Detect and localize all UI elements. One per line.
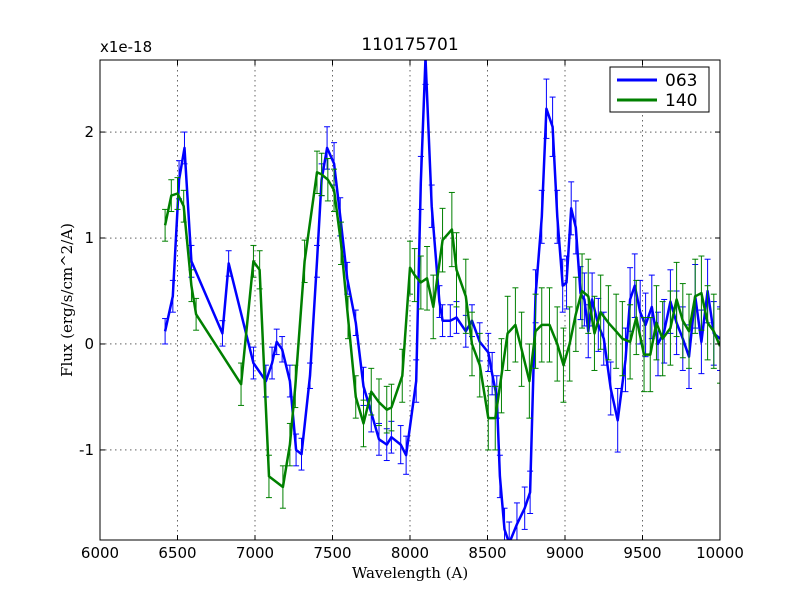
grid <box>100 60 720 540</box>
x-tick-label: 8000 <box>391 544 429 562</box>
legend-box <box>609 66 710 113</box>
legend-label-140: 140 <box>665 91 697 111</box>
x-tick-label: 9000 <box>546 544 584 562</box>
chart-title: 110175701 <box>361 35 458 55</box>
legend: 063 140 <box>609 66 710 113</box>
x-tick-label: 9500 <box>623 544 661 562</box>
x-tick-label: 6500 <box>158 544 196 562</box>
x-tick-label: 7500 <box>313 544 351 562</box>
y-multiplier-label: x1e-18 <box>100 38 152 56</box>
y-tick-label: -1 <box>79 441 94 459</box>
x-tick-label: 10000 <box>696 544 744 562</box>
x-axis-label: Wavelength (A) <box>352 564 468 582</box>
x-tick-label: 8500 <box>468 544 506 562</box>
legend-label-063: 063 <box>665 71 697 91</box>
x-tick-label: 6000 <box>81 544 119 562</box>
series-layer <box>162 60 720 540</box>
y-tick-label: 1 <box>84 229 94 247</box>
x-tick-label: 7000 <box>236 544 274 562</box>
series-140 <box>162 150 720 509</box>
ticks: 6000 6500 7000 7500 8000 8500 9000 9500 10000 -1 0… <box>79 60 744 562</box>
y-axis-label: Flux (erg/s/cm^2/A) <box>58 223 76 377</box>
y-tick-label: 2 <box>84 123 94 141</box>
series-line-063 <box>163 60 720 540</box>
series-line-140 <box>163 171 720 489</box>
y-tick-label: 0 <box>84 335 94 353</box>
